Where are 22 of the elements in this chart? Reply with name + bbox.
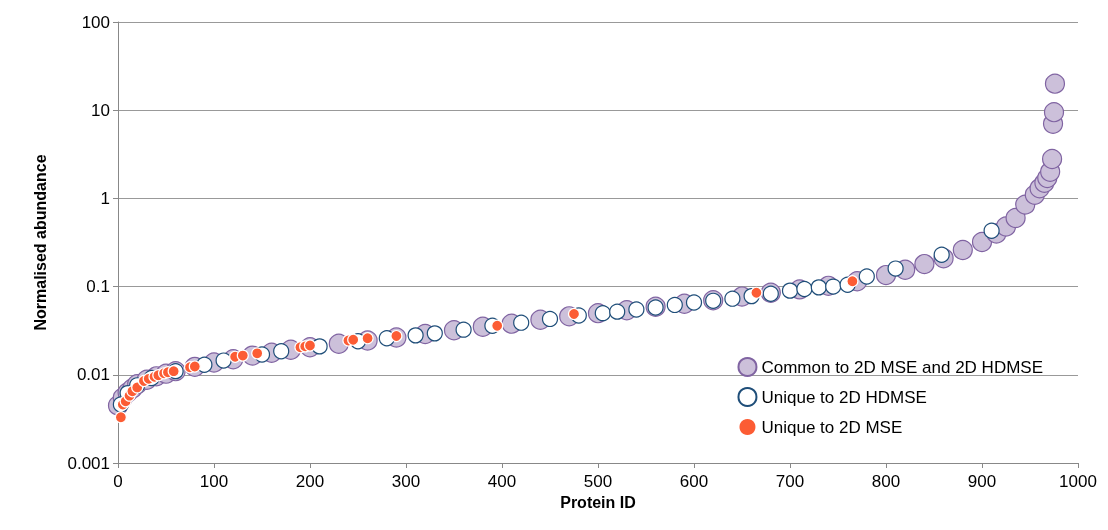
legend-label: Common to 2D MSE and 2D HDMSE bbox=[761, 357, 1044, 377]
y-tick-label: 100 bbox=[81, 12, 110, 32]
x-tick-label: 0 bbox=[113, 472, 123, 491]
x-tick-label: 200 bbox=[295, 472, 325, 491]
legend-label: Unique to 2D HDMSE bbox=[761, 387, 927, 407]
y-tick-label: 1 bbox=[100, 188, 110, 208]
y-tick-label: 0.01 bbox=[76, 365, 110, 385]
legend-label: Unique to 2D MSE bbox=[761, 417, 903, 437]
y-tick-label: 0.1 bbox=[86, 277, 110, 297]
x-tick-label: 800 bbox=[871, 472, 901, 491]
x-tick-label: 1000 bbox=[1059, 472, 1097, 491]
x-tick-label: 600 bbox=[679, 472, 709, 491]
x-tick-label: 400 bbox=[487, 472, 517, 491]
x-tick-label: 100 bbox=[199, 472, 229, 491]
y-tick-label: 10 bbox=[91, 100, 110, 120]
x-tick-label: 500 bbox=[583, 472, 613, 491]
y-axis-title: Normalised abundance bbox=[31, 154, 49, 331]
x-axis-title: Protein ID bbox=[560, 494, 636, 512]
x-tick-label: 300 bbox=[391, 472, 421, 491]
x-tick-label: 700 bbox=[775, 472, 805, 491]
x-tick-label: 900 bbox=[967, 472, 997, 491]
y-tick-label: 0.001 bbox=[67, 453, 110, 473]
